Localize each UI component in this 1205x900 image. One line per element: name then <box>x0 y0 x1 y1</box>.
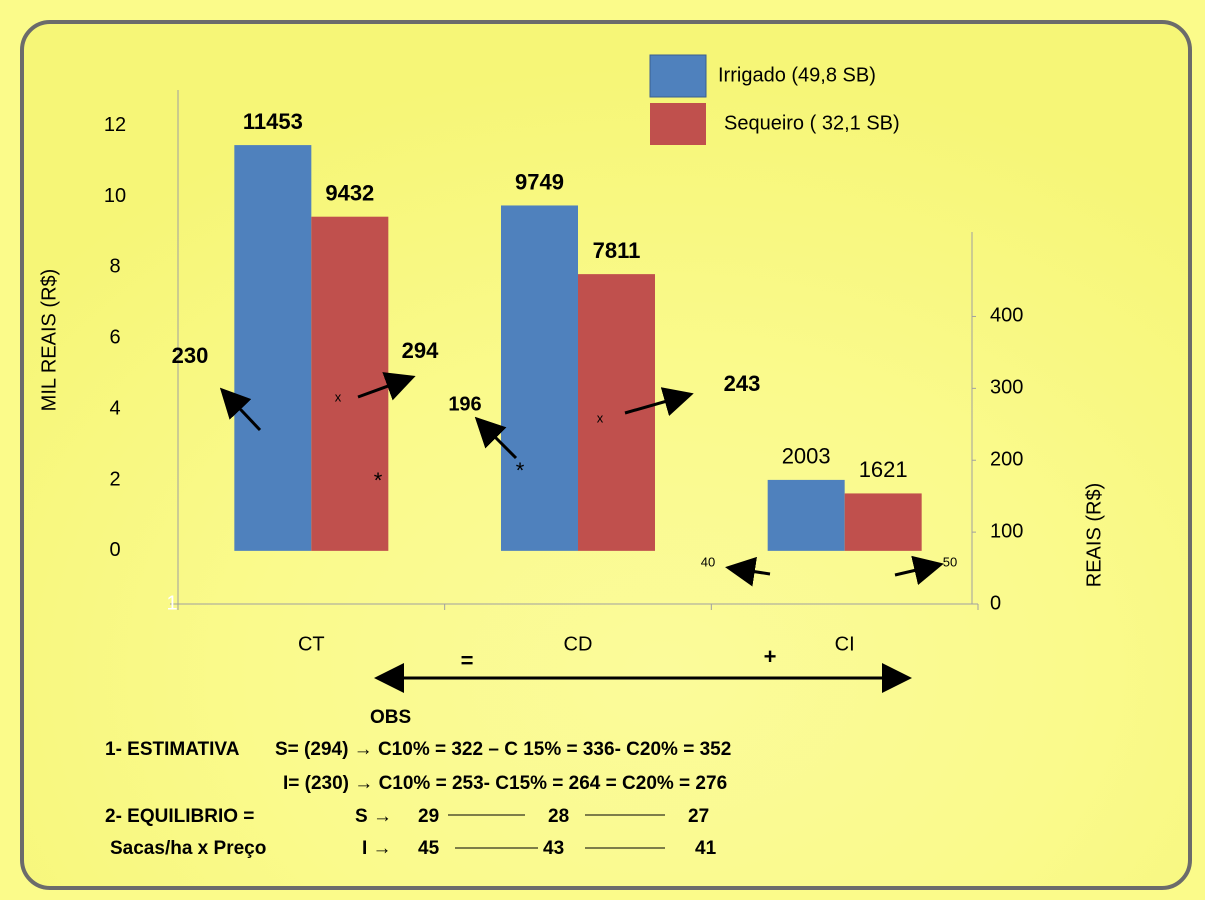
note-text: 27 <box>688 806 709 827</box>
bar <box>767 479 845 551</box>
note-text: S → <box>355 806 392 827</box>
annotation: + <box>764 644 777 669</box>
x-tick-label: CI <box>835 633 855 655</box>
x-tick-label: CT <box>298 633 325 655</box>
y-tick-label: 10 <box>104 185 126 207</box>
data-label: 9749 <box>515 169 564 194</box>
arrow <box>474 416 518 460</box>
y-axis-title: MIL REAIS (R$) <box>38 269 60 412</box>
bar <box>311 216 389 551</box>
legend-swatch <box>650 103 706 145</box>
annotation: 50 <box>943 554 957 569</box>
notes: OBS 1- ESTIMATIVA S= (294) → C10% = 322 … <box>105 707 731 859</box>
annotation: 230 <box>172 343 209 368</box>
y2-tick-label: 100 <box>990 520 1023 542</box>
annotation: * <box>516 458 525 483</box>
arrow <box>624 387 694 417</box>
y-tick-label: 0 <box>109 539 120 561</box>
notes-title: OBS <box>370 707 411 728</box>
annotation: x <box>597 410 604 425</box>
bar <box>578 274 655 551</box>
y-tick-label: 8 <box>109 256 120 278</box>
y-tick-label: 6 <box>109 327 120 349</box>
arrow <box>894 555 944 586</box>
y-tick-label: 4 <box>109 397 120 419</box>
note-text: 1- ESTIMATIVA <box>105 739 240 760</box>
annotation: 294 <box>402 338 439 363</box>
arrow <box>357 372 416 401</box>
note-text: 45 <box>418 838 440 859</box>
note-text: I → <box>362 838 392 859</box>
data-label: 7811 <box>593 238 641 263</box>
note-text: S= (294) → C10% = 322 – C 15% = 336- C20… <box>275 739 731 760</box>
bar <box>844 493 922 551</box>
annotation: 196 <box>448 393 481 415</box>
bar <box>234 145 312 551</box>
y-tick-label: 12 <box>104 114 126 136</box>
arrow <box>725 556 771 587</box>
legend-label: Irrigado (49,8 SB) <box>718 64 876 86</box>
annotation: x <box>335 389 342 404</box>
y2-tick-label: 0 <box>990 592 1001 614</box>
y2-axis-title: REAIS (R$) <box>1083 483 1105 587</box>
arrow <box>219 387 262 432</box>
note-text: Sacas/ha x Preço <box>110 838 266 859</box>
data-label: 11453 <box>243 109 303 134</box>
annotation: 40 <box>701 554 715 569</box>
annotation: 1 <box>166 592 177 614</box>
note-text: 28 <box>548 806 569 827</box>
x-tick-label: CD <box>564 633 593 655</box>
note-text: 43 <box>543 838 564 859</box>
annotation: 243 <box>724 371 761 396</box>
note-text: 2- EQUILIBRIO = <box>105 806 254 827</box>
chart: MIL REAIS (R$) REAIS (R$) 0 2 4 6 8 10 12 0 100 2… <box>38 54 1105 655</box>
note-text: 29 <box>418 806 439 827</box>
legend-label: Sequeiro ( 32,1 SB) <box>724 112 900 134</box>
bar <box>501 205 578 551</box>
note-text: 41 <box>695 838 717 859</box>
annotation: * <box>374 468 383 493</box>
y2-tick-label: 400 <box>990 305 1023 327</box>
legend-swatch <box>649 54 707 98</box>
data-label: 1621 <box>859 457 908 482</box>
y-tick-label: 2 <box>109 468 120 490</box>
y2-tick-label: 300 <box>990 377 1023 399</box>
data-label: 2003 <box>782 444 831 469</box>
note-text: I= (230) → C10% = 253- C15% = 264 = C20%… <box>283 773 727 794</box>
annotation: = <box>461 648 474 673</box>
annotations <box>219 372 944 693</box>
data-label: 9432 <box>325 181 374 206</box>
y2-tick-label: 200 <box>990 449 1023 471</box>
